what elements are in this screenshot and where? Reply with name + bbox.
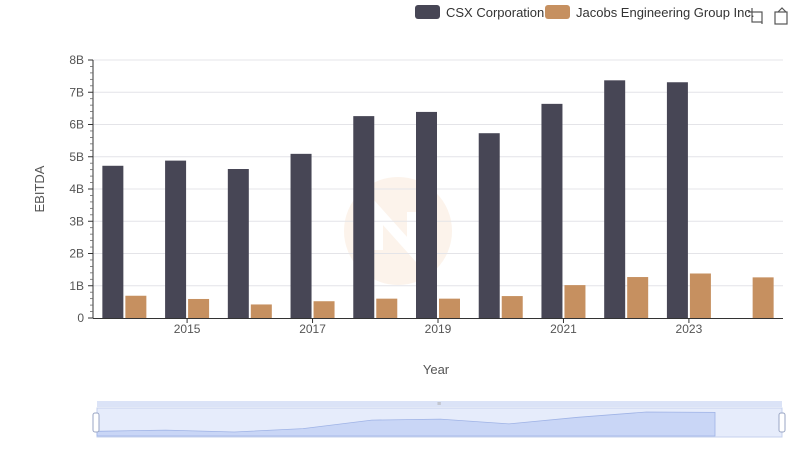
bar-jacobs-2017[interactable] [313, 301, 335, 318]
bar-jacobs-2020[interactable] [501, 296, 523, 318]
y-minor-ticks [90, 66, 93, 312]
bar-csx-2022[interactable] [604, 80, 626, 318]
x-tick-label: 2023 [676, 322, 703, 336]
y-tick-labels: 0 1B 2B 3B 4B 5B 6B 7B 8B [69, 53, 93, 325]
x-tick-label: 2015 [174, 322, 201, 336]
bar-csx-2014[interactable] [102, 165, 124, 318]
x-tick-labels: 2015 2017 2019 2021 2023 [174, 318, 703, 336]
navigator-top-handle[interactable]: ≡ [437, 401, 441, 408]
navigator-handle-right[interactable] [778, 412, 786, 433]
y-tick-label: 8B [69, 53, 84, 67]
x-tick-label: 2021 [550, 322, 577, 336]
y-tick-label: 6B [69, 118, 84, 132]
data-zoom-navigator[interactable]: ≡ [92, 401, 786, 438]
y-tick-label: 5B [69, 150, 84, 164]
y-axis-title: EBITDA [32, 165, 47, 212]
y-tick-label: 2B [69, 247, 84, 261]
bar-csx-2016[interactable] [227, 169, 249, 318]
legend-label-jacobs[interactable]: Jacobs Engineering Group Inc. [576, 5, 755, 20]
bar-jacobs-2014[interactable] [125, 295, 147, 318]
bar-jacobs-2021[interactable] [564, 285, 586, 318]
navigator-top-bar[interactable] [97, 401, 782, 407]
y-tick-label: 1B [69, 279, 84, 293]
y-tick-label: 7B [69, 85, 84, 99]
navigator-handle-left[interactable] [92, 412, 100, 433]
bar-jacobs-2015[interactable] [188, 298, 210, 318]
bar-jacobs-2024[interactable] [752, 277, 774, 318]
bars-group [102, 80, 774, 319]
restore-icon[interactable] [774, 7, 788, 25]
legend-swatch-jacobs[interactable] [545, 5, 570, 19]
x-axis-title: Year [423, 362, 450, 377]
x-tick-label: 2017 [299, 322, 326, 336]
legend-label-csx[interactable]: CSX Corporation [446, 5, 544, 20]
y-tick-label: 0 [77, 311, 84, 325]
bar-csx-2019[interactable] [416, 111, 437, 318]
y-tick-label: 3B [69, 214, 84, 228]
bar-csx-2015[interactable] [165, 160, 187, 318]
navigator-preview-area [96, 411, 716, 437]
y-tick-label: 4B [69, 182, 84, 196]
x-tick-label: 2019 [425, 322, 452, 336]
bar-csx-2020[interactable] [478, 133, 500, 318]
bar-csx-2018[interactable] [353, 116, 375, 319]
crop-zoom-icon[interactable] [748, 8, 763, 24]
bar-jacobs-2022[interactable] [627, 277, 649, 318]
bar-jacobs-2019[interactable] [439, 298, 460, 318]
bar-csx-2017[interactable] [290, 153, 312, 318]
bar-jacobs-2016[interactable] [250, 304, 272, 318]
bar-csx-2021[interactable] [541, 103, 563, 318]
bar-jacobs-2023[interactable] [689, 273, 711, 318]
legend-swatch-csx[interactable] [415, 5, 440, 19]
bar-jacobs-2018[interactable] [376, 298, 398, 318]
legend: CSX Corporation Jacobs Engineering Group… [415, 5, 755, 20]
bar-csx-2023[interactable] [666, 82, 688, 318]
